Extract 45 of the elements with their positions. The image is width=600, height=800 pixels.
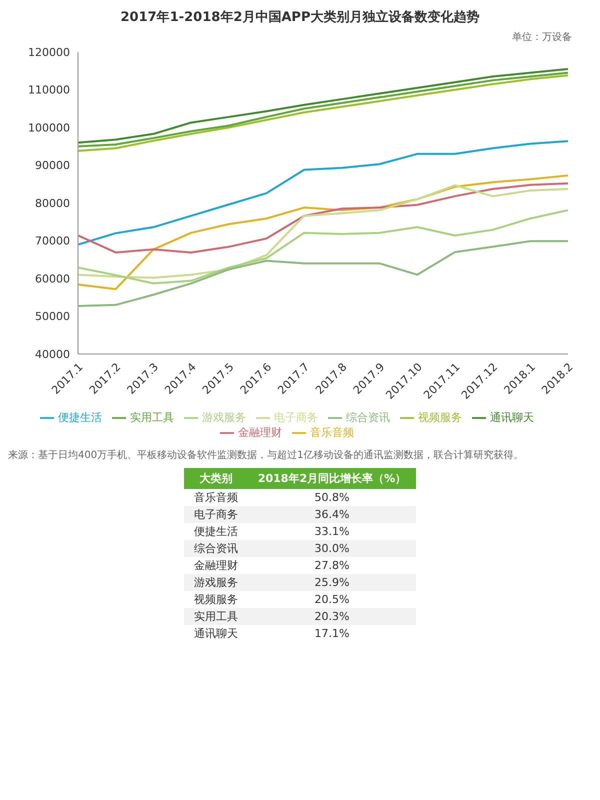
source-note: 来源：基于日均400万手机、平板移动设备软件监测数据，与超过1亿移动设备的通讯监测数据，联合计算研究获得。 [8, 448, 524, 462]
line-series [77, 209, 569, 284]
category-label: 综合资讯 [192, 541, 239, 557]
legend-label: 实用工具 [130, 411, 174, 424]
category-label: 通讯聊天 [192, 626, 239, 642]
text: 20.5% [314, 593, 350, 606]
legend-label: 电子商务 [274, 411, 318, 424]
category-label: 便捷生活 [192, 524, 239, 540]
category-label: 金融理财 [192, 558, 239, 574]
category-label: 电子商务 [192, 507, 239, 523]
category-label: 实用工具 [192, 609, 239, 625]
legend-label: 游戏服务 [202, 411, 246, 424]
table-row-shading: 实用工具 20.3% [184, 608, 416, 625]
y-tick-label: 50000 [35, 310, 70, 324]
y-tick-label: 100000 [28, 121, 70, 134]
y-tick-label: 110000 [28, 84, 70, 97]
y-tick-label: 70000 [35, 234, 70, 248]
legend-label: 便捷生活 [58, 411, 102, 424]
category-label: 视频服务 [192, 592, 239, 608]
text: 27.8% [314, 559, 350, 572]
line-series [77, 174, 569, 290]
legend-label: 通讯聊天 [490, 411, 534, 424]
y-tick-label: 120000 [28, 46, 70, 59]
line-series [77, 240, 569, 308]
table-row-shading: 游戏服务 25.9% [184, 574, 416, 591]
legend-label: 金融理财 [238, 426, 282, 439]
text: 17.1% [314, 627, 350, 640]
line-series [77, 182, 569, 254]
chart-title: 2017年1-2018年2月中国APP大类别月独立设备数变化趋势 [120, 8, 480, 26]
text: 单位：万设备 [511, 30, 573, 44]
y-tick-label: 90000 [35, 159, 70, 172]
line-series [77, 140, 569, 246]
line-series [77, 184, 569, 279]
legend-label: 视频服务 [418, 411, 462, 424]
category-label: 音乐音频 [192, 490, 239, 506]
text: 33.1% [314, 525, 350, 538]
text: 50.8% [314, 491, 350, 504]
legend-label: 音乐音频 [310, 426, 354, 439]
y-tick-label: 80000 [35, 196, 70, 210]
y-tick-label: 60000 [35, 272, 70, 286]
category-label: 游戏服务 [192, 575, 239, 591]
text: 2018年2月同比增长率（%） [256, 471, 408, 487]
y-tick-label: 40000 [35, 348, 70, 361]
text: 大类别 [198, 471, 234, 487]
legend-label: 综合资讯 [346, 411, 390, 424]
